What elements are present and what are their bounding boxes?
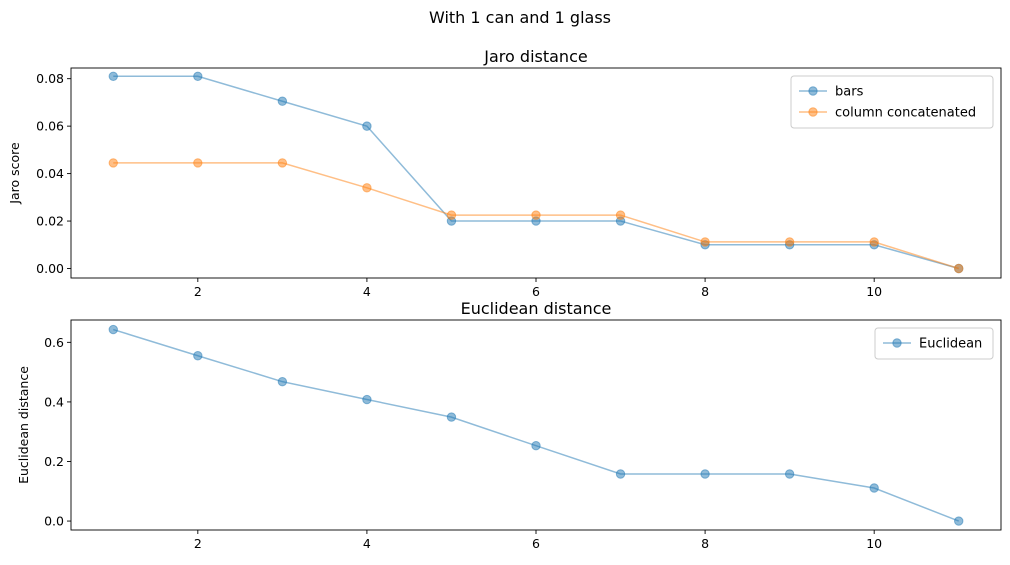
y-tick-label: 0.6: [44, 335, 64, 350]
data-point: [108, 158, 118, 168]
series-column-concatenated: [108, 158, 964, 274]
data-point: [954, 516, 964, 526]
data-point: [531, 210, 541, 220]
data-point: [362, 394, 372, 405]
y-axis-label: Jaro score: [7, 142, 22, 205]
data-point: [277, 376, 288, 387]
x-tick-label: 8: [701, 284, 709, 299]
data-point: [615, 469, 626, 479]
legend: bars column concatenated: [790, 75, 994, 129]
data-point: [784, 237, 795, 247]
x-tick-label: 4: [363, 284, 371, 299]
legend-marker: [808, 86, 818, 96]
data-point: [193, 71, 203, 82]
legend-label: column concatenated: [835, 106, 976, 121]
data-point: [446, 210, 457, 220]
x-tick-label: 10: [866, 284, 882, 299]
y-tick-label: 0.2: [44, 454, 64, 469]
y-tick-label: 0.4: [44, 394, 64, 409]
data-point: [869, 483, 879, 493]
chart-title: Euclidean distance: [461, 299, 612, 318]
series-line: [113, 328, 960, 522]
chart-panel-2: Euclidean distance 2 4 6 8 10 0.0 0.2 0.4 0.6 Eucl…: [16, 299, 1002, 551]
data-point: [277, 96, 288, 106]
y-tick-label: 0.02: [36, 214, 64, 229]
x-tick-label: 6: [532, 284, 540, 299]
legend-label: Euclidean: [919, 337, 982, 352]
data-point: [446, 412, 457, 422]
y-tick-label: 0.00: [36, 261, 64, 276]
data-point: [531, 441, 541, 451]
data-point: [954, 263, 964, 274]
legend: Euclidean: [874, 327, 994, 360]
data-point: [108, 71, 118, 82]
data-point: [784, 469, 795, 479]
data-point: [362, 183, 372, 193]
legend-box: [790, 75, 994, 129]
legend-box: [874, 327, 994, 360]
y-tick-label: 0.06: [36, 119, 64, 134]
x-tick-label: 10: [866, 536, 882, 551]
chart-title: Jaro distance: [483, 47, 587, 66]
plot-frame: [70, 319, 1002, 531]
x-tick-label: 2: [194, 284, 202, 299]
data-point: [700, 469, 710, 479]
x-tick-label: 2: [194, 536, 202, 551]
data-point: [193, 158, 203, 168]
legend-label: bars: [835, 85, 864, 100]
x-tick-label: 8: [701, 536, 709, 551]
data-point: [362, 121, 372, 131]
y-axis-label: Euclidean distance: [16, 366, 31, 484]
data-point: [108, 324, 118, 335]
data-point: [193, 351, 203, 361]
legend-marker: [892, 338, 902, 348]
chart-panel-1: Jaro distance 2 4 6 8 10 0.00 0.02 0.04 0.06 0.08 J…: [7, 47, 1002, 299]
figure-title: With 1 can and 1 glass: [429, 8, 611, 27]
data-point: [869, 237, 879, 247]
y-tick-label: 0.0: [44, 514, 64, 529]
series-euclidean: [108, 324, 964, 526]
x-tick-label: 4: [363, 536, 371, 551]
x-tick-label: 6: [532, 536, 540, 551]
data-point: [277, 158, 288, 168]
y-tick-label: 0.08: [36, 71, 64, 86]
y-tick-label: 0.04: [36, 166, 64, 181]
data-point: [615, 210, 626, 220]
data-point: [700, 237, 710, 247]
legend-marker: [808, 107, 818, 117]
